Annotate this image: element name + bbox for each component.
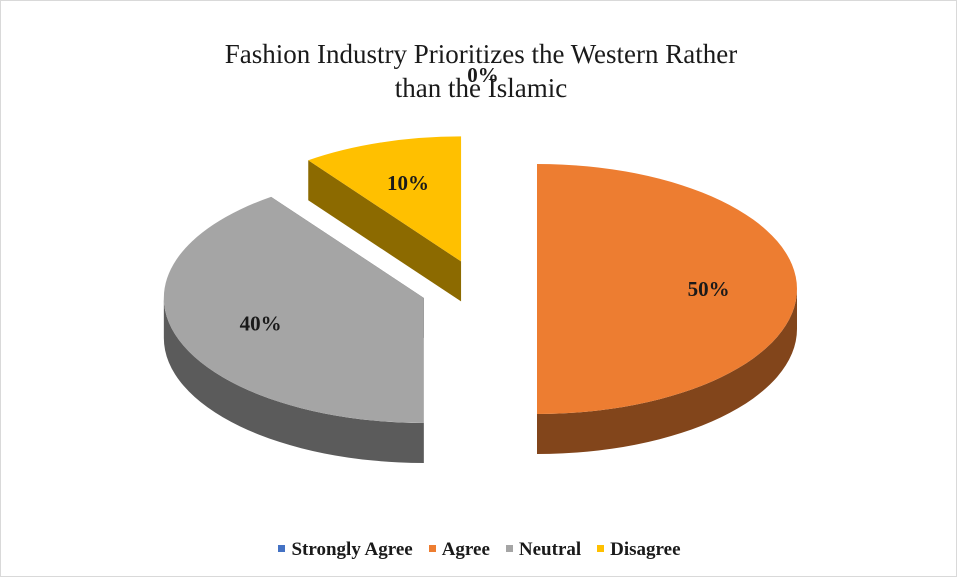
slice-side-neutral — [163, 297, 424, 463]
data-label-strongly-agree: 0% — [467, 63, 499, 87]
slice-wall-disagree — [308, 160, 462, 302]
legend-item-disagree: Disagree — [597, 539, 681, 561]
legend-item-neutral: Neutral — [505, 539, 582, 561]
legend-item-strongly-agree: Strongly Agree — [278, 539, 413, 561]
legend-swatch-neutral — [505, 545, 513, 553]
chart-title: Fashion Industry Prioritizes the Western… — [224, 39, 738, 103]
data-label-agree: 50% — [688, 277, 730, 301]
data-label-neutral: 40% — [240, 311, 282, 335]
legend-label-agree: Agree — [441, 539, 490, 560]
slice-neutral — [163, 196, 424, 423]
legend-label-strongly-agree: Strongly Agree — [291, 539, 413, 560]
slice-side-agree — [537, 289, 797, 454]
slice-disagree — [308, 136, 462, 262]
legend-swatch-disagree — [597, 545, 605, 553]
chart-legend: Strongly Agree Agree Neutral Disagree — [1, 539, 957, 561]
legend-label-disagree: Disagree — [610, 539, 681, 560]
legend-label-neutral: Neutral — [518, 539, 582, 560]
slice-agree — [537, 164, 797, 414]
legend-swatch-agree — [428, 545, 436, 553]
legend-swatch-strongly-agree — [278, 545, 286, 553]
legend-item-agree: Agree — [428, 539, 490, 561]
data-labels: 0% 50% 40% 10% — [240, 63, 730, 335]
data-label-disagree: 10% — [387, 171, 429, 195]
slice-tops — [163, 136, 797, 423]
